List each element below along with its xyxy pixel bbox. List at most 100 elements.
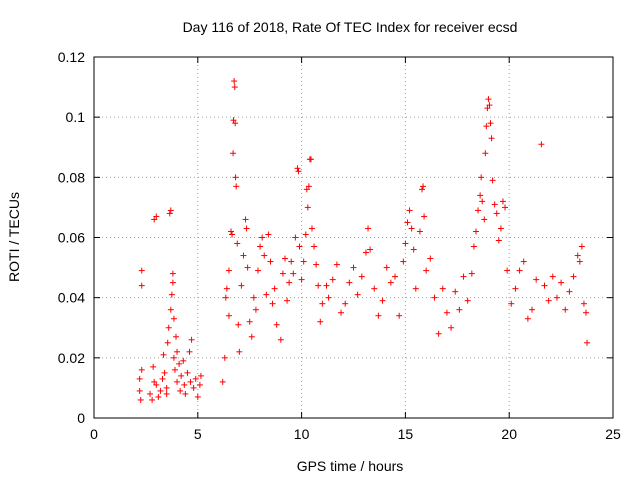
data-point xyxy=(529,306,536,313)
data-point xyxy=(138,366,145,373)
data-point xyxy=(231,84,238,91)
data-point xyxy=(435,330,442,337)
data-point xyxy=(470,243,477,250)
data-point xyxy=(477,192,484,199)
data-point xyxy=(315,282,322,289)
data-point xyxy=(219,378,226,385)
data-point xyxy=(553,294,560,301)
data-point xyxy=(267,258,274,265)
data-point xyxy=(138,282,145,289)
data-point xyxy=(333,261,340,268)
data-point xyxy=(171,366,178,373)
data-point xyxy=(549,273,556,280)
data-point xyxy=(578,243,585,250)
data-point xyxy=(504,267,511,274)
data-point xyxy=(311,243,318,250)
data-point xyxy=(419,186,426,193)
data-point xyxy=(248,333,255,340)
data-point xyxy=(174,378,181,385)
data-point xyxy=(164,339,171,346)
data-point xyxy=(246,318,253,325)
data-point xyxy=(325,294,332,301)
data-point xyxy=(173,333,180,340)
data-point xyxy=(279,270,286,277)
data-point xyxy=(187,378,194,385)
data-point xyxy=(464,297,471,304)
data-point xyxy=(479,198,486,205)
data-point xyxy=(235,321,242,328)
data-point xyxy=(497,225,504,232)
data-point xyxy=(350,264,357,271)
data-point xyxy=(371,285,378,292)
data-point xyxy=(483,123,490,130)
data-point xyxy=(412,285,419,292)
data-point xyxy=(338,309,345,316)
data-point xyxy=(485,96,492,103)
data-point xyxy=(232,120,239,127)
data-point xyxy=(151,378,158,385)
data-point xyxy=(574,252,581,259)
data-point xyxy=(163,390,170,397)
data-point xyxy=(452,288,459,295)
data-point xyxy=(319,300,326,307)
data-point xyxy=(155,393,162,400)
data-point xyxy=(379,297,386,304)
data-point xyxy=(163,384,170,391)
y-tick-label: 0.06 xyxy=(58,230,85,246)
data-point xyxy=(423,267,430,274)
data-point xyxy=(488,135,495,142)
data-point xyxy=(346,279,353,286)
data-point xyxy=(566,288,573,295)
data-point xyxy=(545,297,552,304)
data-point xyxy=(167,306,174,313)
data-point xyxy=(400,258,407,265)
data-point xyxy=(181,381,188,388)
data-point xyxy=(229,231,236,238)
y-axis-ticks: 0 0.02 0.04 0.06 0.08 0.1 0.12 xyxy=(58,49,613,426)
x-tick-label: 10 xyxy=(294,426,310,442)
data-point xyxy=(396,312,403,319)
data-point xyxy=(408,225,415,232)
y-axis-label: ROTI / TECUs xyxy=(6,192,22,282)
data-point xyxy=(138,267,145,274)
data-point xyxy=(225,267,232,274)
data-point xyxy=(482,150,489,157)
grid-lines xyxy=(94,57,613,418)
data-point xyxy=(190,384,197,391)
data-point xyxy=(367,246,374,253)
data-point xyxy=(230,117,237,124)
data-point xyxy=(439,285,446,292)
data-point xyxy=(151,216,158,223)
data-point xyxy=(493,210,500,217)
data-point xyxy=(252,306,259,313)
data-point xyxy=(304,204,311,211)
data-point xyxy=(182,390,189,397)
data-point xyxy=(244,264,251,271)
data-point xyxy=(159,375,166,382)
y-tick-label: 0.02 xyxy=(58,350,85,366)
data-point xyxy=(170,354,177,361)
data-point xyxy=(584,339,591,346)
data-point xyxy=(295,168,302,175)
data-point xyxy=(499,198,506,205)
y-tick-label: 0.04 xyxy=(58,290,85,306)
data-point xyxy=(161,369,168,376)
data-point xyxy=(404,219,411,226)
data-point xyxy=(169,279,176,286)
data-point xyxy=(460,273,467,280)
data-point xyxy=(273,321,280,328)
data-point xyxy=(520,258,527,265)
data-point xyxy=(524,315,531,322)
x-tick-label: 5 xyxy=(194,426,202,442)
data-point xyxy=(232,174,239,181)
data-point xyxy=(478,174,485,181)
data-point xyxy=(174,348,181,355)
data-point xyxy=(166,210,173,217)
data-point xyxy=(292,234,299,241)
data-point xyxy=(228,228,235,235)
data-point xyxy=(533,276,540,283)
data-point xyxy=(180,357,187,364)
data-point xyxy=(307,156,314,163)
data-point xyxy=(495,237,502,244)
